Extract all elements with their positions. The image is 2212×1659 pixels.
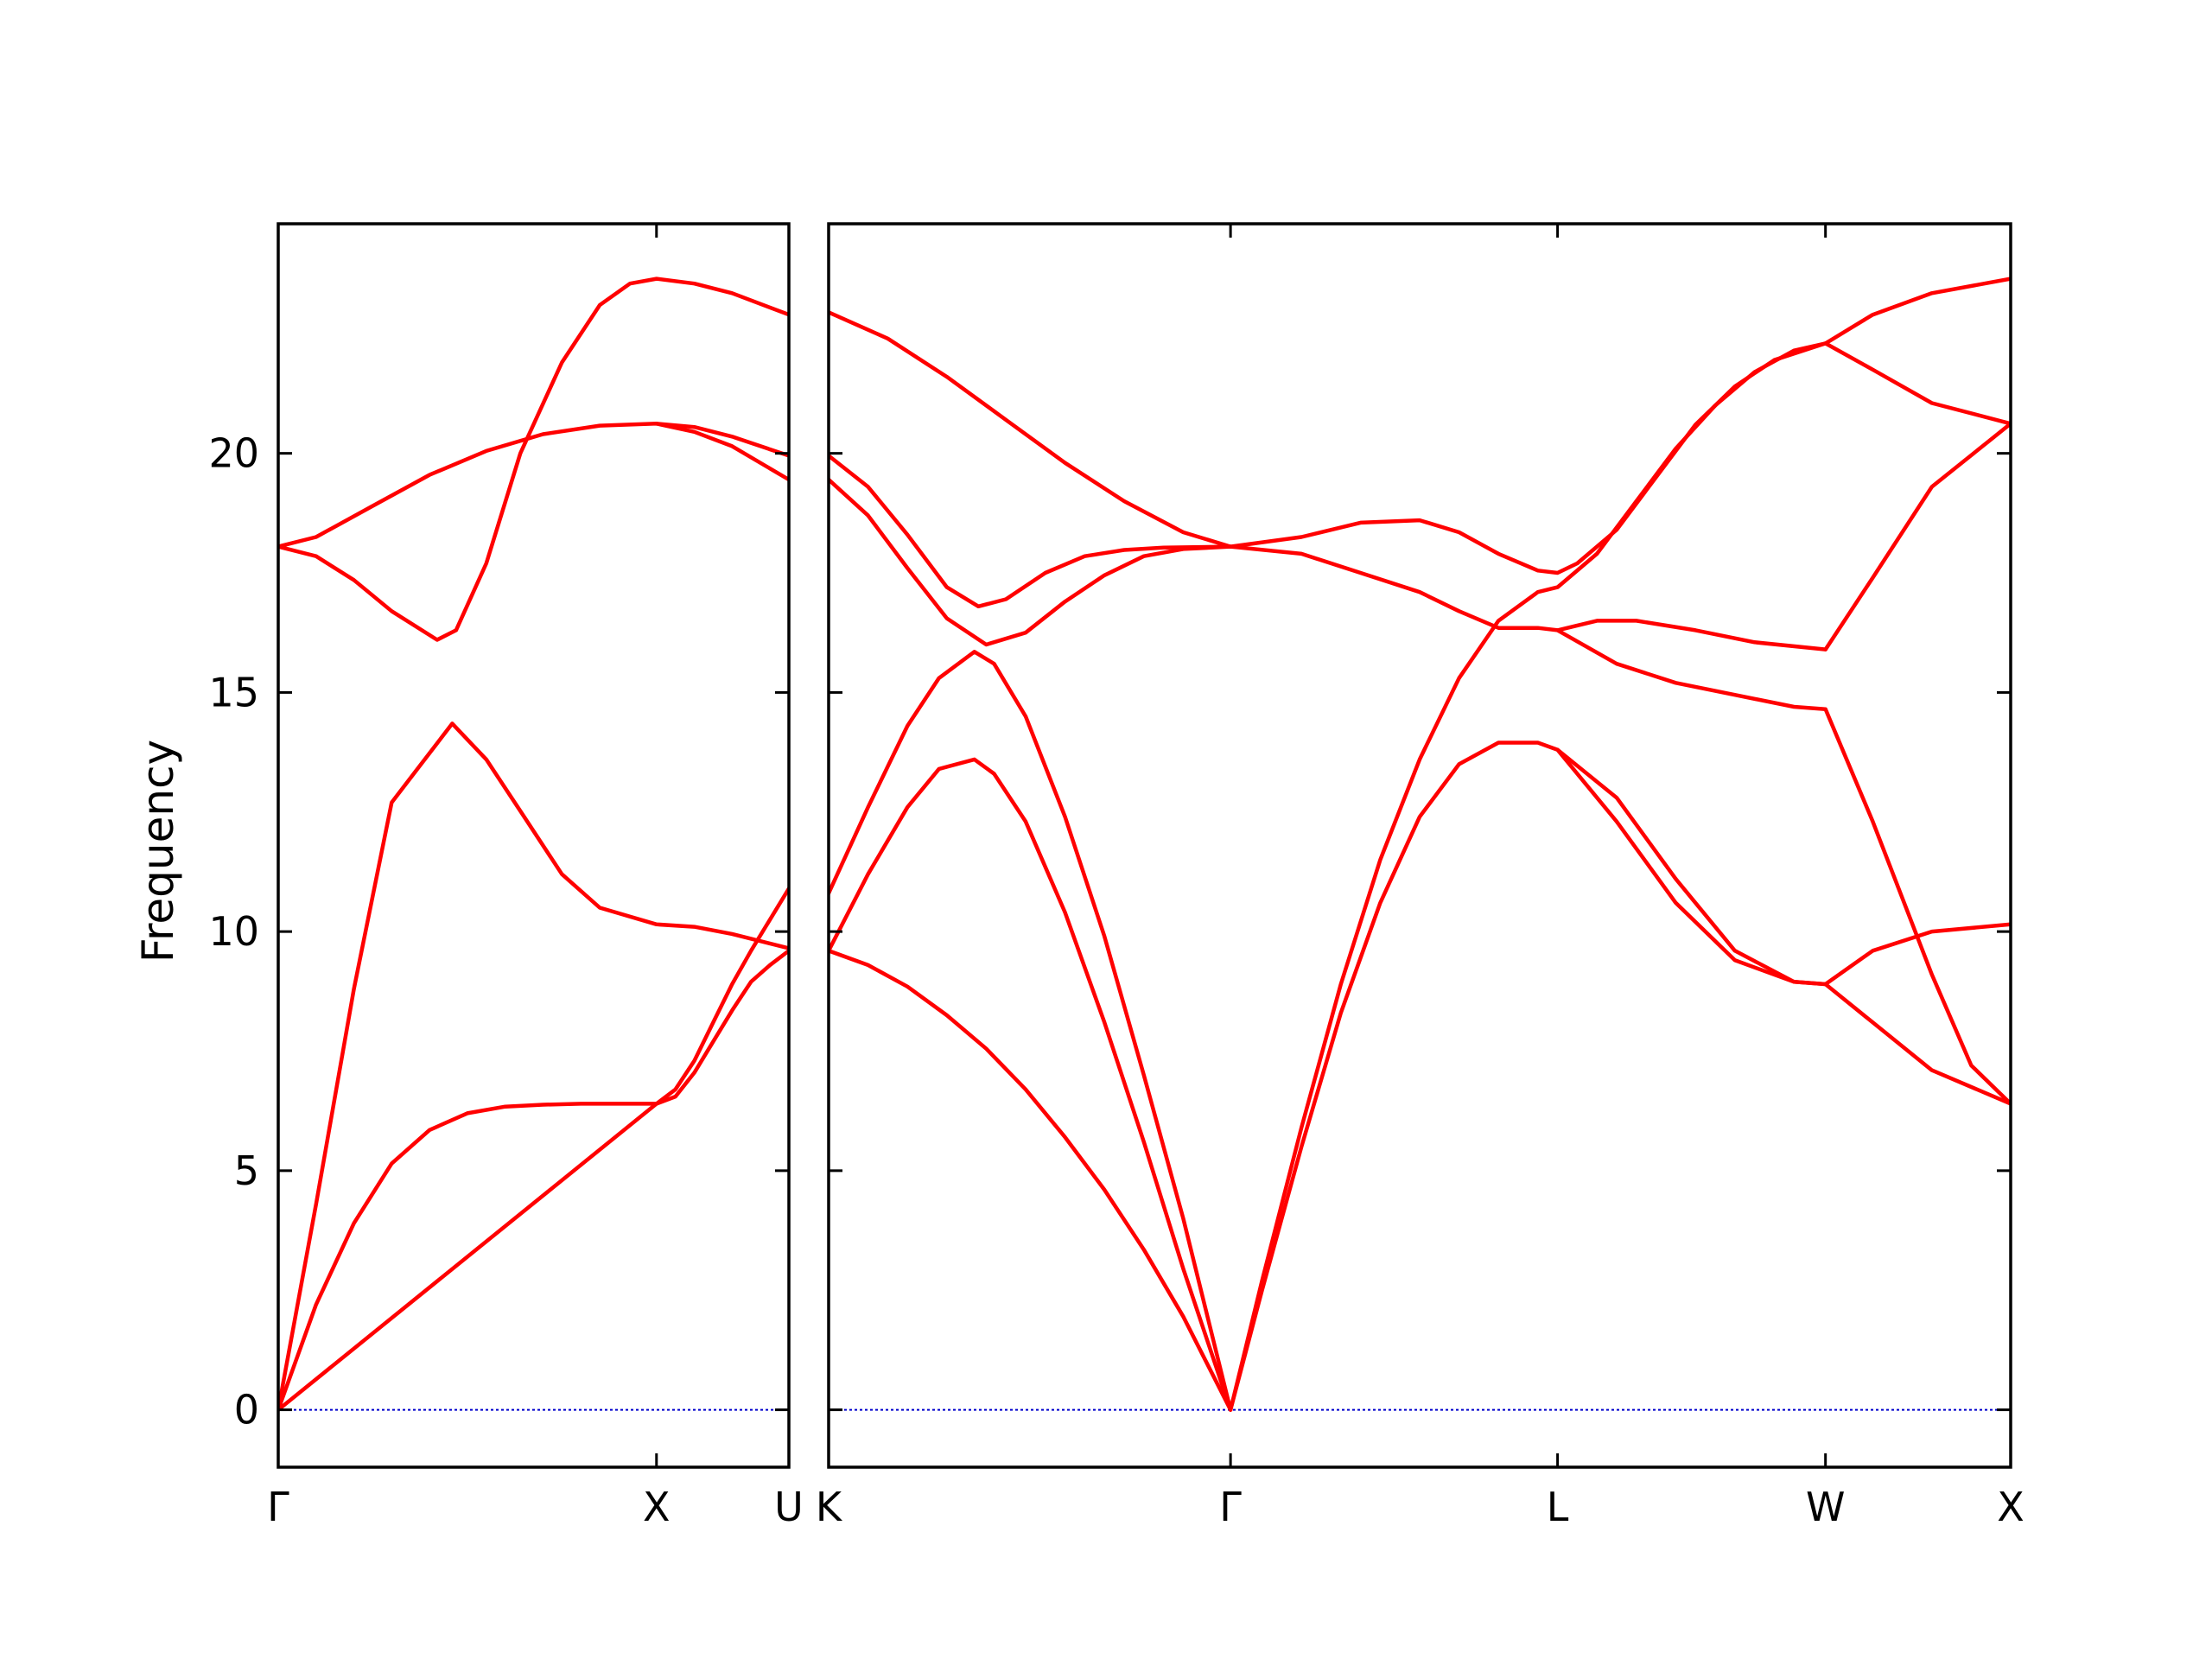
series-line-18 [1823, 982, 2011, 1106]
series-group [829, 276, 2011, 1412]
series-line-6 [654, 422, 789, 482]
series-line-15 [1823, 422, 2011, 652]
series-line-16 [1823, 707, 2011, 1106]
series-line-3 [278, 887, 789, 1412]
x-tick-label: W [1806, 1484, 1845, 1530]
panels-layer: 0 5 10 15 20 Γ X U K Γ L W X [208, 222, 2024, 1530]
series-line-13 [1823, 276, 2011, 346]
series-line-17 [1823, 922, 2011, 987]
series-line-6 [829, 310, 1233, 549]
series-line-4 [278, 276, 789, 642]
series-line-5 [829, 454, 1233, 609]
series-line-7 [1228, 741, 1827, 1412]
series-line-1 [278, 949, 789, 1412]
y-tick-label: 10 [208, 908, 259, 955]
x-tick-label: X [643, 1484, 671, 1530]
series-line-4 [829, 477, 1233, 647]
x-tick-label: L [1547, 1484, 1569, 1530]
left-panel: 0 5 10 15 20 Γ X U [208, 222, 804, 1530]
y-tick-label: 5 [234, 1147, 259, 1194]
series-line-2 [829, 757, 1233, 1412]
series-line-8 [1228, 341, 1827, 1412]
x-tick-label: U [774, 1484, 804, 1530]
series-line-1 [829, 949, 1233, 1412]
series-line-14 [1823, 341, 2011, 426]
y-axis-label: Frequency [133, 740, 183, 963]
series-line-12 [1555, 747, 1827, 987]
x-tick-label: X [1997, 1484, 2024, 1530]
axes-frame [276, 222, 791, 1469]
axes-frame [827, 222, 2012, 1469]
series-line-9 [1228, 341, 1827, 575]
y-tick-label: 20 [208, 430, 259, 477]
x-tick-label: Γ [267, 1484, 289, 1530]
x-tick-label: Γ [1219, 1484, 1242, 1530]
series-group [278, 276, 789, 1412]
x-tick-label: K [816, 1484, 843, 1530]
y-tick-label: 0 [234, 1387, 259, 1433]
series-line-3 [829, 650, 1233, 1412]
series-line-2 [278, 721, 789, 1412]
series-line-10 [1228, 544, 1827, 712]
y-tick-label: 15 [208, 669, 259, 715]
series-line-5 [278, 422, 789, 549]
series-line-11 [1555, 619, 1827, 652]
